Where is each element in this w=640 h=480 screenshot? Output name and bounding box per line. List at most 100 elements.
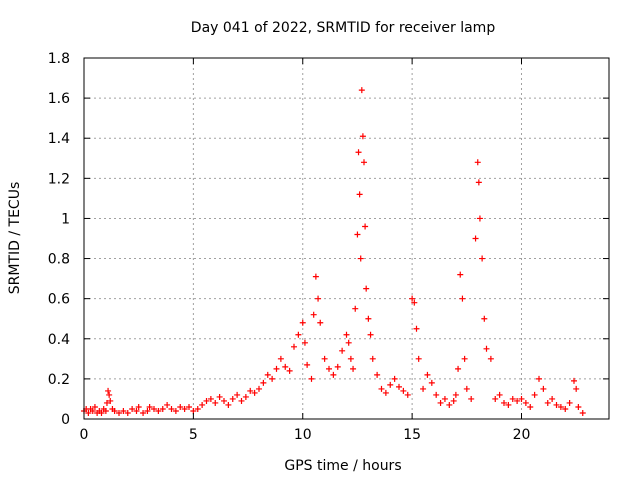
data-point (216, 393, 223, 400)
data-point (573, 385, 580, 392)
data-point (98, 409, 105, 416)
data-point (452, 391, 459, 398)
y-tick-label: 1.4 (48, 131, 70, 147)
data-point (343, 331, 350, 338)
x-tick-label: 5 (189, 427, 198, 443)
data-point (509, 395, 516, 402)
data-point (207, 395, 214, 402)
data-point (225, 401, 232, 408)
data-point (463, 385, 470, 392)
data-point (234, 391, 241, 398)
data-point (172, 407, 179, 414)
data-point (116, 409, 122, 416)
data-point (536, 375, 542, 382)
data-point (476, 215, 483, 222)
plot-frame (83, 57, 610, 420)
data-point (492, 395, 499, 402)
y-tick-label: 0.6 (48, 292, 70, 308)
data-point (129, 405, 136, 412)
data-point (120, 407, 127, 414)
data-point (424, 371, 431, 378)
data-point (441, 395, 448, 402)
data-point (135, 403, 142, 410)
data-point (481, 315, 488, 322)
data-point (549, 395, 556, 402)
data-point (544, 399, 551, 406)
data-point (433, 391, 440, 398)
data-point (199, 401, 206, 408)
data-point (181, 405, 188, 412)
data-point (501, 399, 507, 406)
data-point (282, 363, 289, 370)
data-point (260, 379, 267, 386)
data-point (277, 355, 284, 362)
y-tick-label: 1.2 (48, 171, 70, 187)
data-point (450, 397, 457, 404)
x-axis-label: GPS time / hours (284, 458, 401, 474)
y-axis-label: SRMTID / TECUs (7, 182, 23, 295)
x-tick-label: 0 (80, 427, 89, 443)
data-point (459, 295, 466, 302)
data-point (354, 231, 361, 238)
data-point (474, 159, 481, 166)
y-tick-label: 0.2 (48, 372, 70, 388)
data-point (409, 295, 416, 302)
data-point (247, 387, 254, 394)
data-point (286, 367, 293, 374)
data-point (238, 397, 245, 404)
data-point (203, 397, 210, 404)
data-point (362, 223, 369, 230)
data-point (446, 401, 453, 408)
data-point (413, 325, 420, 332)
data-point (106, 391, 113, 398)
y-tick-label: 0.4 (48, 332, 70, 348)
data-points (81, 87, 586, 416)
data-point (557, 403, 564, 410)
data-point (295, 331, 302, 338)
data-point (107, 397, 114, 404)
data-point (164, 401, 171, 408)
data-point (168, 405, 175, 412)
data-point (479, 255, 486, 262)
data-point (531, 391, 538, 398)
data-point (103, 399, 110, 406)
data-point (347, 355, 354, 362)
data-point (186, 403, 192, 410)
data-point (273, 365, 280, 372)
data-point (146, 403, 153, 410)
data-point (361, 159, 367, 166)
data-point (355, 149, 362, 156)
data-point (472, 235, 479, 242)
data-point (144, 407, 151, 414)
data-point (378, 385, 385, 392)
data-point (312, 273, 319, 280)
data-point (518, 395, 525, 402)
data-point (105, 387, 112, 394)
data-point (91, 403, 98, 410)
data-point (411, 299, 418, 306)
data-point (317, 319, 324, 326)
data-point (151, 405, 157, 412)
data-point (553, 401, 560, 408)
data-point (487, 355, 494, 362)
data-point (514, 397, 521, 404)
data-point (190, 407, 197, 414)
data-point (310, 311, 317, 318)
data-point (301, 339, 308, 346)
grid (84, 58, 609, 419)
data-point (359, 133, 366, 140)
axis-ticks: 0 5 10 15 20 0 0.2 0.4 0.6 0.8 1 1.2 1.4 1.6 1.8 (48, 51, 609, 443)
data-point (212, 399, 219, 406)
y-tick-label: 0 (61, 412, 70, 428)
data-point (387, 381, 394, 388)
data-point (133, 407, 140, 414)
x-tick-label: 15 (403, 427, 421, 443)
data-point (155, 407, 162, 414)
data-point (382, 389, 389, 396)
data-point (242, 393, 249, 400)
data-point (415, 355, 422, 362)
data-point (571, 377, 577, 384)
data-point (566, 399, 573, 406)
data-point (140, 409, 147, 416)
